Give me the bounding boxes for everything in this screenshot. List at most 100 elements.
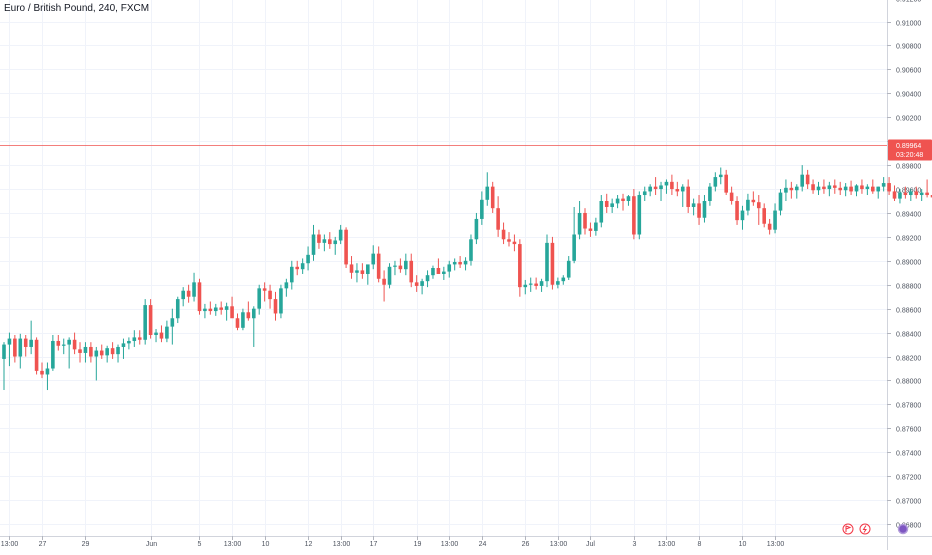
candle-body — [224, 306, 229, 310]
time-tick-label: 8 — [698, 541, 702, 548]
candle — [843, 183, 848, 197]
candle — [577, 201, 582, 240]
settings-icon — [897, 523, 909, 535]
candle — [697, 195, 701, 225]
candle — [708, 183, 712, 206]
candle-body — [697, 203, 701, 218]
candle — [273, 291, 278, 321]
price-tick-label: 0.90400 — [896, 92, 921, 99]
candle — [186, 284, 191, 303]
candle — [740, 205, 745, 230]
candle — [442, 266, 446, 280]
candle — [485, 172, 490, 206]
candle — [13, 335, 17, 363]
candle-body — [577, 212, 582, 235]
candle-body — [849, 186, 853, 192]
candle-body — [425, 275, 430, 282]
chart-title: Euro / British Pound, 240, FXCM — [4, 3, 150, 14]
candle — [289, 260, 294, 290]
candle-body — [778, 192, 783, 211]
candle — [615, 195, 620, 209]
candle-body — [154, 332, 158, 335]
candle — [431, 265, 435, 279]
candle — [892, 185, 897, 201]
candle-body — [827, 185, 832, 190]
time-tick-label: Jun — [146, 541, 157, 548]
time-tick-label: 24 — [479, 541, 487, 548]
candle-body — [121, 343, 126, 347]
candle-body — [903, 192, 908, 196]
candle — [333, 236, 338, 255]
candle-body — [485, 186, 490, 200]
candle-body — [664, 181, 669, 186]
candle — [832, 179, 837, 194]
candle-body — [458, 262, 462, 265]
candle-body — [746, 199, 750, 211]
candle-body — [653, 186, 658, 190]
candle-body — [2, 344, 6, 359]
candle-body — [306, 254, 310, 264]
candle-body — [349, 264, 354, 273]
candle — [887, 177, 891, 196]
candle-body — [143, 305, 147, 340]
candle — [382, 270, 386, 302]
candle — [854, 184, 859, 197]
candle-body — [219, 307, 223, 310]
candle-body — [251, 308, 256, 319]
candle — [208, 301, 213, 315]
candle — [909, 189, 913, 201]
candle — [653, 177, 658, 196]
candle-body — [800, 174, 805, 187]
candle-body — [512, 241, 517, 245]
candle — [40, 362, 44, 379]
price-axis[interactable]: 0.91200 0.91000 0.90800 0.90600 0.90400 0.902… — [887, 0, 921, 550]
candle-body — [186, 290, 191, 297]
candle — [518, 239, 522, 297]
candle-body — [262, 288, 267, 291]
candle — [925, 179, 929, 198]
candle-body — [632, 196, 636, 235]
candle-body — [431, 268, 435, 276]
time-tick-label: 3 — [633, 541, 637, 548]
candle — [203, 303, 207, 319]
candle-body — [197, 282, 202, 312]
price-tick-label: 0.88600 — [896, 308, 921, 315]
price-tick-label: 0.86800 — [896, 523, 921, 530]
candle — [702, 195, 707, 223]
candle-body — [860, 185, 864, 190]
candle — [328, 232, 332, 249]
time-axis[interactable]: 13:00 27 29 Jun 5 13:00 10 12 13:00 17 19 13:00 24 26… — [0, 536, 932, 548]
candle-body — [718, 174, 723, 178]
time-tick-label: 13:00 — [1, 541, 19, 548]
candle-body — [572, 234, 576, 261]
time-tick-label: 10 — [739, 541, 747, 548]
candle — [729, 186, 734, 205]
flag-icon-glyph — [845, 525, 852, 532]
bottom-icons[interactable] — [842, 523, 909, 535]
candle-body — [566, 260, 571, 278]
candle — [822, 179, 826, 194]
candle-body — [881, 183, 886, 187]
candle — [648, 184, 652, 197]
candle-body — [230, 306, 234, 319]
candle-body — [268, 290, 272, 300]
candle — [338, 224, 343, 245]
time-tick-label: 13:00 — [658, 541, 676, 548]
candle-body — [72, 339, 77, 350]
candle — [414, 275, 419, 292]
candle — [876, 186, 881, 199]
candle — [664, 179, 669, 194]
candle-body — [371, 253, 376, 265]
grid-lines — [0, 0, 887, 536]
candle-body — [116, 346, 120, 355]
price-tick-label: 0.88200 — [896, 356, 921, 363]
countdown-value: 03:20:48 — [896, 152, 923, 159]
candle-body — [740, 210, 745, 221]
last-price-value: 0.89964 — [896, 143, 921, 150]
candle-body — [165, 326, 169, 339]
candle-body — [659, 185, 663, 190]
candle — [349, 256, 354, 279]
lightning-icon-glyph — [862, 525, 867, 533]
